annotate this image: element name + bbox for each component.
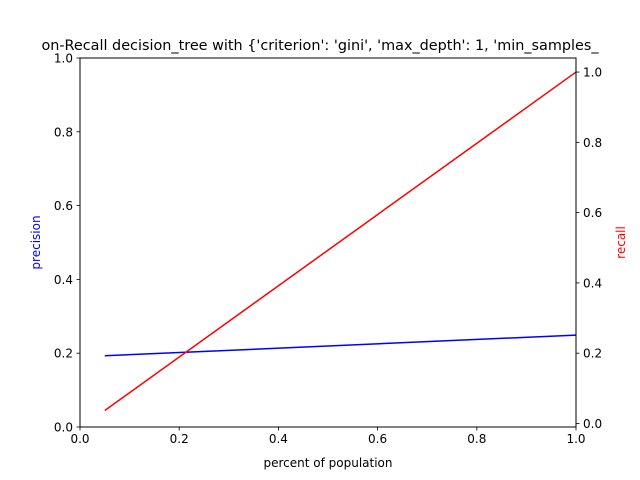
x-tick-label: 0.0 xyxy=(70,432,89,446)
x-tick-label: 0.4 xyxy=(269,432,288,446)
x-tick-label: 0.6 xyxy=(368,432,387,446)
right-y-tick-label: 0.0 xyxy=(583,417,602,431)
plot-frame xyxy=(79,57,577,428)
left-y-tick-label: 0.6 xyxy=(54,199,73,213)
left-y-tick-label: 0.2 xyxy=(54,347,73,361)
right-y-tick-label: 0.2 xyxy=(583,347,602,361)
right-y-axis-ticks: 0.0 0.2 0.4 0.6 0.8 1.0 xyxy=(576,66,602,431)
x-tick-label: 0.8 xyxy=(467,432,486,446)
series-line-left xyxy=(104,334,577,357)
right-y-axis-label: recall xyxy=(614,226,628,259)
left-y-axis-label: precision xyxy=(29,215,43,269)
x-tick-label: 1.0 xyxy=(566,432,585,446)
left-y-axis-ticks: 0.0 0.2 0.4 0.6 0.8 1.0 xyxy=(54,52,80,435)
series-line-right xyxy=(104,71,577,412)
x-axis-ticks: 0.0 0.2 0.4 0.6 0.8 1.0 xyxy=(70,427,586,446)
x-axis-label: percent of population xyxy=(263,456,392,470)
right-y-tick-label: 1.0 xyxy=(583,66,602,80)
series-lines xyxy=(104,71,577,412)
right-y-tick-label: 0.8 xyxy=(583,136,602,150)
x-tick-label: 0.2 xyxy=(170,432,189,446)
left-y-tick-label: 1.0 xyxy=(54,52,73,66)
chart-title: on-Recall decision_tree with {'criterion… xyxy=(41,38,599,54)
left-y-tick-label: 0.0 xyxy=(54,421,73,435)
right-y-tick-label: 0.4 xyxy=(583,276,602,290)
left-y-tick-label: 0.8 xyxy=(54,125,73,139)
right-y-tick-label: 0.6 xyxy=(583,206,602,220)
left-y-tick-label: 0.4 xyxy=(54,273,73,287)
